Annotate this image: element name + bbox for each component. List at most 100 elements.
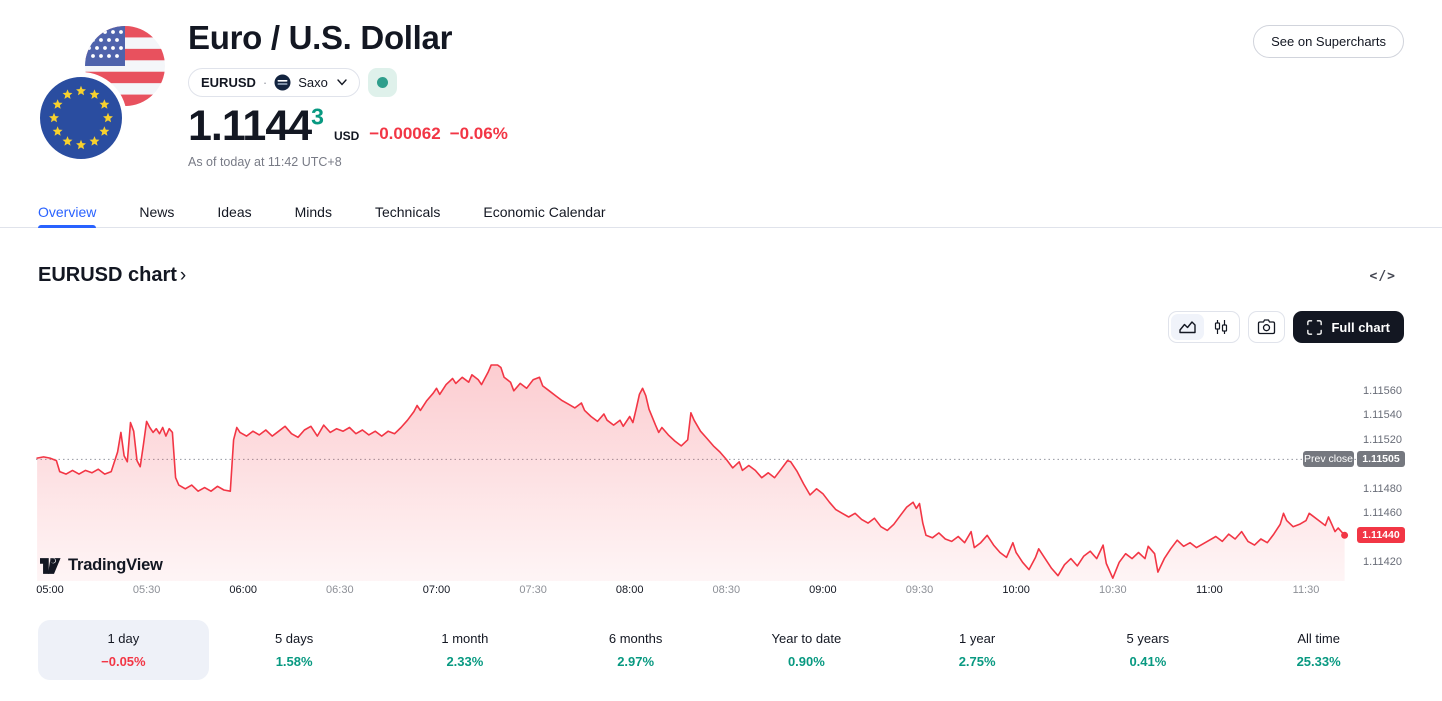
perf-range-value: 0.90% [787, 654, 825, 669]
chevron-down-icon [337, 78, 347, 86]
symbol-flags-logo [35, 20, 166, 164]
tab-economic-calendar[interactable]: Economic Calendar [483, 203, 606, 220]
last-price-dot [1341, 531, 1349, 539]
symbol-row: EURUSD · Saxo [188, 67, 508, 97]
separator-dot: · [262, 74, 268, 90]
chevron-right-icon: › [179, 264, 187, 286]
perf-range-year-to-date[interactable]: Year to date 0.90% [721, 620, 892, 680]
tab-minds[interactable]: Minds [294, 203, 332, 220]
price-row: 1.11443 USD −0.00062 −0.06% [188, 101, 508, 150]
price-area-fill [37, 365, 1345, 581]
full-chart-button[interactable]: Full chart [1293, 311, 1404, 343]
perf-range-value: −0.05% [101, 654, 146, 669]
perf-range-1-day[interactable]: 1 day −0.05% [38, 620, 209, 680]
market-open-dot-icon [376, 76, 388, 88]
symbol-ticker: EURUSD [201, 74, 256, 90]
saxo-exchange-icon [274, 74, 291, 91]
perf-range-value: 2.75% [958, 654, 996, 669]
snapshot-camera-button[interactable] [1248, 311, 1286, 343]
symbol-switcher-pill[interactable]: EURUSD · Saxo [188, 67, 360, 97]
time-axis-label: 06:00 [229, 584, 257, 596]
price-chart-canvas[interactable] [0, 355, 1442, 581]
perf-range-value: 25.33% [1296, 654, 1341, 669]
price-change: −0.00062 −0.06% [369, 124, 508, 144]
tab-ideas[interactable]: Ideas [217, 203, 252, 220]
price-axis-label: 1.11460 [1363, 507, 1402, 519]
last-price: 1.11443 [188, 101, 324, 150]
page-title: Euro / U.S. Dollar [188, 19, 453, 56]
perf-range-label: 5 days [274, 631, 314, 646]
perf-range-value: 2.33% [446, 654, 484, 669]
eu-us-flag-icon [35, 26, 165, 164]
time-axis-label: 10:00 [1002, 584, 1030, 596]
change-percent: −0.06% [449, 124, 508, 144]
tradingview-watermark[interactable]: TradingView [40, 556, 163, 575]
price-axis-label: 1.11480 [1363, 482, 1402, 495]
perf-range-label: Year to date [771, 631, 842, 646]
time-axis-label: 09:00 [809, 584, 837, 596]
time-axis[interactable]: 05:00 05:30 06:00 06:30 07:00 07:30 08:00 08:30… [0, 584, 1442, 600]
time-axis-label: 11:00 [1196, 584, 1223, 596]
market-status-indicator[interactable] [367, 67, 397, 97]
symbol-tabs: Overview News Ideas Minds Technicals Economic… [0, 196, 1442, 228]
candlestick-icon [1214, 320, 1228, 334]
performance-range-row: 1 day −0.05% 5 days 1.58% 1 month 2.33% 6 mont… [38, 620, 1404, 680]
perf-range-label: All time [1297, 631, 1340, 646]
last-price-badge: 1.11440 [1357, 527, 1405, 544]
chart-section-link[interactable]: EURUSD chart › [38, 264, 186, 287]
time-axis-label: 05:30 [132, 584, 161, 596]
prev-close-price-badge: 1.11505 [1357, 451, 1405, 468]
perf-range-all-time[interactable]: All time 25.33% [1233, 620, 1404, 680]
time-axis-label: 05:00 [36, 584, 64, 596]
camera-icon [1258, 319, 1276, 335]
perf-range-5-years[interactable]: 5 years 0.41% [1063, 620, 1234, 680]
full-chart-label: Full chart [1331, 319, 1390, 335]
tab-news[interactable]: News [139, 203, 175, 220]
perf-range-6-months[interactable]: 6 months 2.97% [550, 620, 721, 680]
as-of-timestamp: As of today at 11:42 UTC+8 [188, 155, 342, 170]
perf-range-label: 5 years [1126, 631, 1170, 646]
price-axis-label: 1.11560 [1363, 384, 1402, 397]
perf-range-5-days[interactable]: 5 days 1.58% [209, 620, 380, 680]
symbol-header: Euro / U.S. Dollar EURUSD · Saxo 1.11443… [188, 18, 508, 169]
time-axis-label: 10:30 [1099, 584, 1127, 596]
prev-close-badge: Prev close [1303, 451, 1354, 468]
time-axis-label: 07:00 [422, 584, 451, 596]
time-axis-label: 06:30 [326, 584, 354, 596]
time-axis-label: 08:00 [615, 584, 644, 596]
time-axis-label: 08:30 [712, 584, 741, 596]
price-axis-label: 1.11540 [1363, 409, 1402, 421]
chart-type-segmented-control [1168, 311, 1241, 343]
fullscreen-icon [1307, 319, 1323, 335]
perf-range-label: 1 day [107, 631, 140, 646]
price-axis-label: 1.11420 [1363, 556, 1402, 568]
price-axis-label: 1.11520 [1363, 433, 1402, 446]
price-currency: USD [333, 129, 360, 144]
time-axis-label: 11:30 [1292, 584, 1320, 596]
chart-toolbar: Full chart [1168, 311, 1404, 343]
embed-code-icon[interactable]: </> [1364, 268, 1402, 285]
area-chart-icon [1179, 321, 1197, 334]
area-chart-type-button[interactable] [1171, 314, 1205, 340]
perf-range-value: 2.97% [617, 654, 655, 669]
perf-range-1-year[interactable]: 1 year 2.75% [892, 620, 1063, 680]
time-axis-label: 09:30 [905, 584, 934, 596]
tab-overview[interactable]: Overview [38, 196, 97, 228]
tab-technicals[interactable]: Technicals [374, 203, 441, 220]
perf-range-value: 1.58% [275, 654, 313, 669]
tradingview-logo-icon [40, 558, 61, 574]
price-line [36, 364, 1346, 579]
last-price-fraction: 3 [311, 103, 324, 130]
price-chart[interactable]: 1.115601.115401.115201.115001.114801.114… [0, 355, 1442, 581]
chart-section-heading: EURUSD chart [38, 264, 177, 286]
tradingview-watermark-label: TradingView [68, 556, 163, 574]
perf-range-value: 0.41% [1129, 654, 1167, 669]
perf-range-label: 1 year [959, 631, 996, 646]
perf-range-label: 1 month [441, 631, 489, 646]
candles-chart-type-button[interactable] [1204, 314, 1237, 340]
time-axis-label: 07:30 [519, 584, 547, 596]
see-on-supercharts-button[interactable]: See on Supercharts [1253, 25, 1404, 58]
perf-range-1-month[interactable]: 1 month 2.33% [380, 620, 551, 680]
exchange-name: Saxo [298, 74, 328, 90]
